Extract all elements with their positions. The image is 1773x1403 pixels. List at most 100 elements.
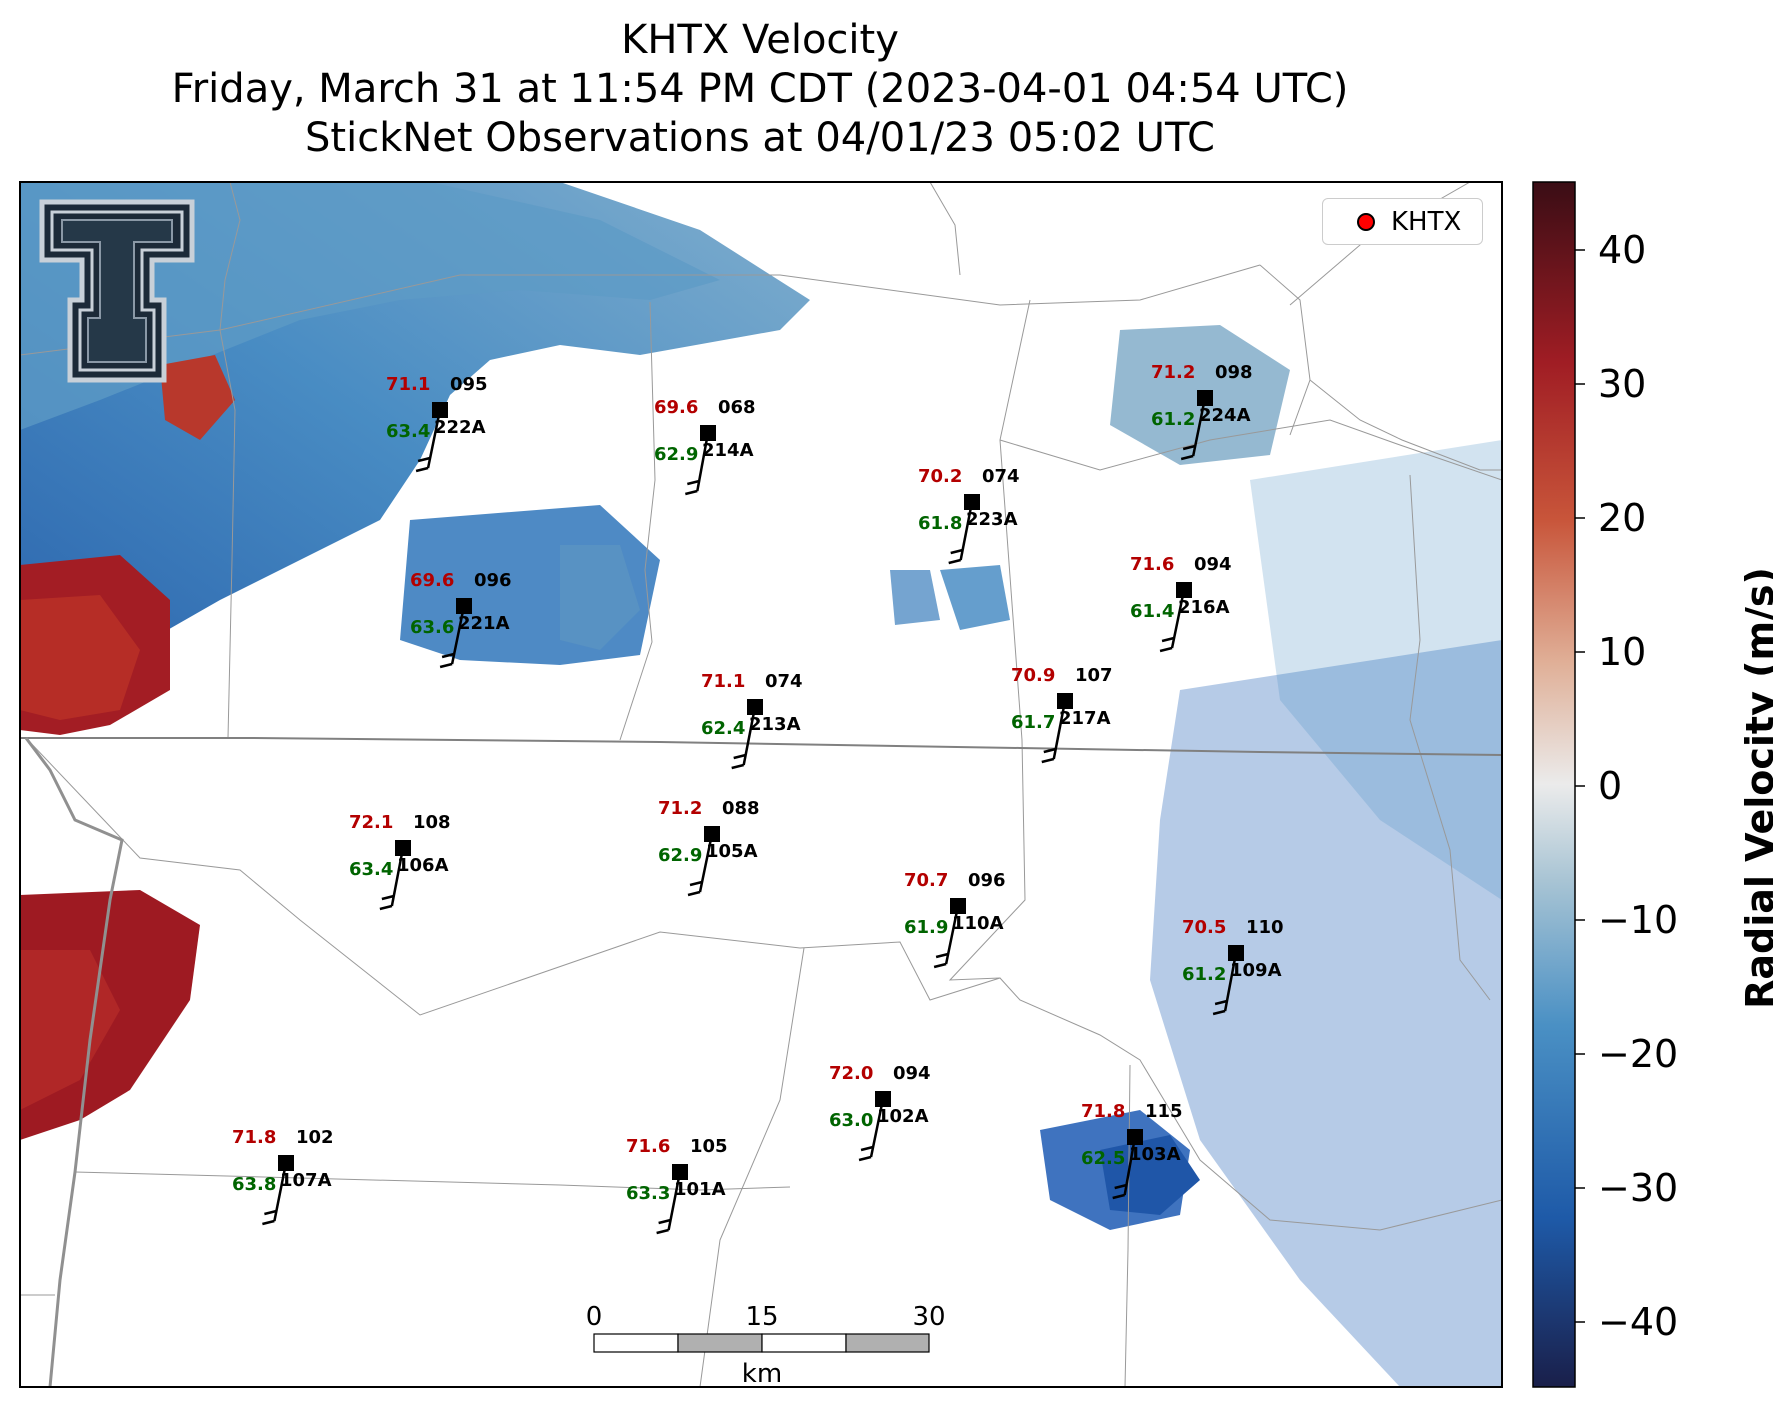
title-line-3: StickNet Observations at 04/01/23 05:02 … [305,115,1215,161]
station-id: 213A [749,714,801,735]
station-107A: 71.8 102 63.8 107A [232,1127,334,1226]
wind-barb-flag [1114,1183,1127,1190]
station-temperature: 71.8 [1081,1101,1125,1122]
station-dewpoint: 62.9 [658,845,702,866]
colorbar-tick-label: 10 [1598,630,1646,674]
station-101A: 71.6 105 63.3 101A [626,1136,728,1235]
wind-barb-flag [1182,444,1196,451]
station-dewpoint: 63.4 [386,421,430,442]
station-wind-direction: 095 [450,374,488,395]
station-temperature: 71.6 [626,1136,670,1157]
colorbar-tick-label: 30 [1598,362,1646,406]
station-214A: 69.6 068 62.9 214A [654,397,756,496]
wind-barb-flag [935,952,949,959]
station-110A: 70.7 096 61.9 110A [904,870,1006,969]
legend-label: KHTX [1391,206,1462,237]
station-marker-icon [1228,945,1244,961]
wind-barb-flag [860,1145,874,1152]
station-temperature: 71.1 [701,671,745,692]
station-temperature: 71.6 [1130,554,1174,575]
station-id: 102A [877,1106,929,1127]
wind-barb-flag [1043,747,1057,754]
station-221A: 69.6 096 63.6 221A [410,570,512,669]
scale-label-30: 30 [912,1302,945,1332]
legend: KHTX [1322,198,1483,245]
wind-barb-flag [1112,1193,1125,1200]
wind-barb-flag [1180,454,1194,461]
station-marker-icon [747,699,763,715]
radar-site-marker-icon [1357,212,1375,231]
station-id: 103A [1129,1144,1181,1165]
logo-icon [39,199,195,383]
wind-barb-flag [687,890,701,897]
wind-barb-flag [381,894,395,901]
station-temperature: 72.1 [349,812,393,833]
title-line-1: KHTX Velocity [621,17,899,63]
station-wind-direction: 088 [722,798,760,819]
station-id: 106A [397,855,449,876]
station-marker-icon [395,840,411,856]
station-id: 109A [1230,960,1282,981]
station-wind-direction: 110 [1246,917,1284,938]
station-marker-icon [875,1091,891,1107]
station-marker-icon [1176,582,1192,598]
station-wind-direction: 094 [893,1063,931,1084]
wind-barb-flag [415,466,429,473]
wind-barb-flag [1212,1009,1226,1016]
colorbar-tick-label: −40 [1598,1300,1678,1344]
wind-barb-flag [1041,757,1055,764]
wind-barb-flag [731,763,745,770]
station-222A: 71.1 095 63.4 222A [386,374,488,473]
station-217A: 70.9 107 61.7 217A [1011,665,1113,764]
station-marker-icon [1197,390,1213,406]
station-temperature: 70.5 [1182,917,1226,938]
station-id: 223A [966,509,1018,530]
station-dewpoint: 63.6 [410,617,454,638]
station-temperature: 69.6 [654,397,698,418]
station-marker-icon [456,598,472,614]
wind-barb-flag [948,558,962,565]
station-wind-direction: 074 [765,671,803,692]
colorbar-label: Radial Velocity (m/s) [1738,567,1773,1009]
wind-barb-flag [858,1155,872,1162]
station-106A: 72.1 108 63.4 106A [349,812,451,911]
station-temperature: 72.0 [829,1063,873,1084]
station-marker-icon [704,826,720,842]
station-dewpoint: 61.4 [1130,601,1174,622]
map-frame [19,181,1503,1388]
title-line-2: Friday, March 31 at 11:54 PM CDT (2023-0… [171,66,1349,112]
station-wind-direction: 108 [413,812,451,833]
station-marker-icon [672,1164,688,1180]
station-temperature: 69.6 [410,570,454,591]
colorbar-tick-label: −20 [1598,1032,1678,1076]
wind-barb-flag [689,880,703,887]
station-id: 224A [1199,405,1251,426]
station-dewpoint: 61.8 [918,513,962,534]
station-dewpoint: 63.4 [349,859,393,880]
scale-label-0: 0 [586,1302,603,1332]
station-224A: 71.2 098 61.2 224A [1151,362,1253,461]
station-temperature: 70.7 [904,870,948,891]
station-dewpoint: 63.3 [626,1183,670,1204]
colorbar-ticks: 40 30 20 10 0 −10 −20 −30 −40 [1575,228,1678,1344]
scale-label-15: 15 [745,1302,778,1332]
state-boundary [20,737,1502,1387]
station-103A: 71.8 115 62.5 103A [1081,1101,1183,1200]
colorbar-tick-label: 40 [1598,228,1646,272]
station-marker-icon [432,402,448,418]
station-id: 101A [674,1179,726,1200]
colorbar-tick-label: −10 [1598,898,1678,942]
station-dewpoint: 62.9 [654,444,698,465]
station-213A: 71.1 074 62.4 213A [701,671,803,770]
wind-barb-flag [687,479,700,486]
station-wind-direction: 096 [474,570,512,591]
station-temperature: 71.2 [658,798,702,819]
wind-barb-flag [439,662,453,669]
colorbar: 40 30 20 10 0 −10 −20 −30 −40 [1532,181,1678,1388]
station-216A: 71.6 094 61.4 216A [1130,554,1232,653]
station-temperature: 71.2 [1151,362,1195,383]
velocity-field [20,182,1502,1387]
station-temperature: 71.1 [386,374,430,395]
station-temperature: 70.9 [1011,665,1055,686]
